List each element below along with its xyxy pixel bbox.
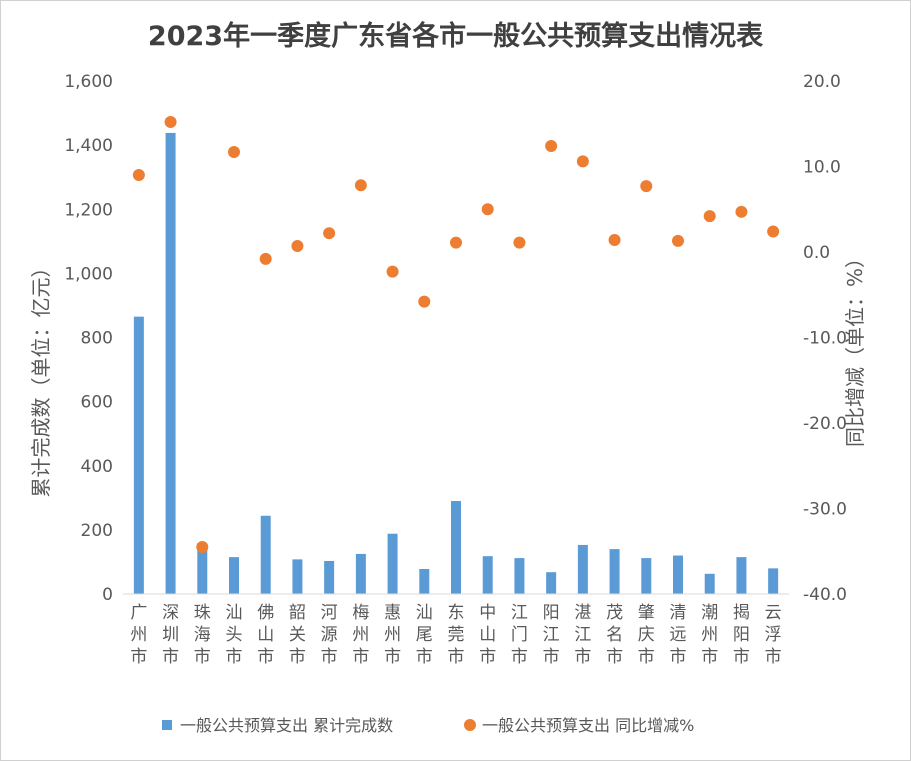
category-label: 肇庆市 (638, 603, 655, 667)
left-tick-label: 0 (102, 585, 113, 605)
bar (165, 132, 176, 594)
category-label: 江门市 (511, 603, 528, 667)
bar (641, 558, 652, 594)
bar-series (133, 132, 779, 594)
scatter-point (608, 234, 621, 247)
scatter-point (450, 236, 462, 249)
category-label: 云浮市 (765, 603, 782, 667)
category-labels: 广州市深圳市珠海市汕头市佛山市韶关市河源市梅州市惠州市汕尾市东莞市中山市江门市阳… (130, 603, 781, 667)
category-label: 茂名市 (606, 603, 623, 667)
scatter-point (545, 139, 558, 152)
scatter-point (513, 236, 526, 249)
scatter-point (640, 180, 653, 193)
left-tick-label: 1,200 (64, 200, 113, 220)
legend: 一般公共预算支出 累计完成数 一般公共预算支出 同比增减% (162, 716, 694, 735)
right-tick-label: 20.0 (803, 72, 841, 92)
left-tick-label: 200 (81, 521, 113, 541)
bar (482, 556, 493, 594)
left-tick-label: 1,400 (64, 136, 113, 156)
category-label: 深圳市 (162, 603, 179, 667)
legend-bar-swatch (162, 720, 172, 730)
bar (736, 557, 747, 594)
bar (292, 559, 303, 594)
scatter-point (386, 265, 399, 278)
category-label: 佛山市 (257, 603, 274, 667)
scatter-point (418, 295, 431, 308)
bar (577, 544, 588, 594)
category-label: 广州市 (130, 603, 147, 667)
right-axis-ticks: -40.0 -30.0 -20.0 -10.0 0.0 10.0 20.0 (803, 72, 847, 605)
bar (355, 553, 366, 594)
category-label: 河源市 (321, 603, 338, 667)
bar (229, 557, 239, 594)
right-tick-label: -10.0 (803, 329, 847, 349)
category-label: 湛江市 (574, 603, 591, 667)
legend-dot-label: 一般公共预算支出 同比增减% (482, 716, 694, 735)
bar (704, 573, 715, 594)
right-tick-label: 0.0 (803, 243, 830, 263)
left-tick-label: 1,600 (64, 72, 113, 92)
category-label: 阳江市 (543, 603, 560, 667)
scatter-point (196, 540, 209, 553)
bar (133, 316, 144, 594)
bar (197, 549, 208, 594)
scatter-point (323, 227, 336, 240)
scatter-point (354, 179, 367, 192)
bar (419, 568, 430, 594)
bar (514, 558, 525, 594)
scatter-point (735, 205, 748, 218)
bar (387, 533, 398, 594)
right-tick-label: -40.0 (803, 585, 847, 605)
scatter-point (481, 203, 494, 216)
category-label: 汕头市 (226, 603, 243, 667)
right-tick-label: -20.0 (803, 414, 847, 434)
scatter-point (703, 210, 716, 223)
left-axis-ticks: 0 200 400 600 800 1,000 1,200 1,400 1,600 (64, 72, 113, 605)
category-label: 潮州市 (701, 603, 718, 667)
category-label: 中山市 (479, 603, 496, 667)
category-label: 清远市 (670, 603, 687, 667)
left-tick-label: 800 (81, 329, 113, 349)
bar (609, 549, 620, 594)
bar (324, 560, 335, 594)
right-axis-title: 同比增减（单位：%） (843, 248, 867, 447)
right-tick-label: -30.0 (803, 500, 847, 520)
category-label: 揭阳市 (733, 603, 750, 667)
scatter-point (767, 225, 780, 238)
category-label: 惠州市 (384, 603, 401, 667)
right-tick-label: 10.0 (803, 158, 841, 178)
bar (451, 501, 461, 594)
category-label: 东莞市 (448, 603, 465, 667)
scatter-point (672, 234, 684, 247)
scatter-series (132, 116, 780, 553)
bar (768, 568, 779, 594)
left-tick-label: 600 (81, 393, 113, 413)
category-label: 韶关市 (289, 603, 306, 667)
legend-bar-label: 一般公共预算支出 累计完成数 (180, 716, 393, 735)
scatter-point (291, 240, 304, 253)
scatter-point (228, 145, 240, 158)
scatter-point (164, 116, 177, 129)
scatter-point (259, 252, 272, 265)
bar (260, 515, 271, 594)
left-tick-label: 400 (81, 457, 113, 477)
category-label: 汕尾市 (416, 603, 433, 667)
category-label: 珠海市 (194, 603, 211, 667)
left-tick-label: 1,000 (64, 264, 113, 284)
bar (546, 572, 557, 594)
scatter-point (576, 155, 589, 168)
category-label: 梅州市 (352, 603, 369, 667)
legend-dot-swatch (464, 719, 476, 731)
bar (673, 555, 683, 594)
scatter-point (132, 169, 145, 182)
chart-title: 2023年一季度广东省各市一般公共预算支出情况表 (147, 21, 764, 52)
left-axis-title: 累计完成数（单位：亿元） (29, 258, 53, 498)
